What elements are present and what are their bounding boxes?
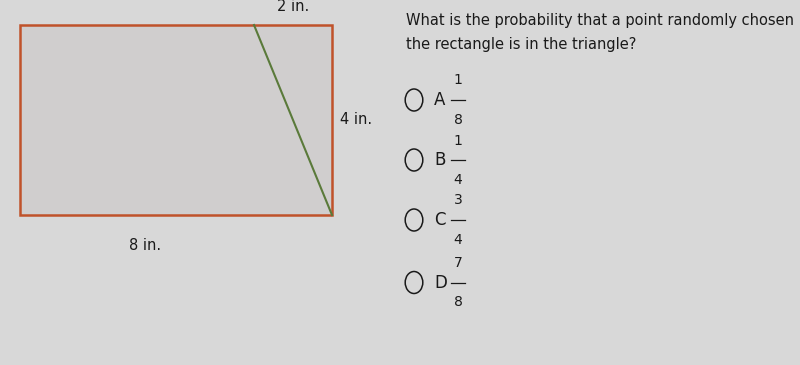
Text: C: C (434, 211, 446, 229)
Text: 4 in.: 4 in. (340, 112, 372, 127)
Bar (20, 25, 332, 215)
Text: 4: 4 (454, 173, 462, 187)
Text: 2 in.: 2 in. (277, 0, 309, 14)
Text: 1: 1 (454, 73, 462, 88)
Text: 3: 3 (454, 193, 462, 207)
Text: 8 in.: 8 in. (129, 238, 162, 253)
Text: 1: 1 (454, 134, 462, 147)
Text: 4: 4 (454, 233, 462, 246)
Text: What is the probability that a point randomly chosen in: What is the probability that a point ran… (406, 12, 800, 27)
Text: 8: 8 (454, 295, 462, 309)
Text: 8: 8 (454, 112, 462, 127)
Text: 7: 7 (454, 256, 462, 270)
Text: B: B (434, 151, 446, 169)
Text: the rectangle is in the triangle?: the rectangle is in the triangle? (406, 38, 636, 53)
Text: A: A (434, 91, 446, 109)
Text: D: D (434, 273, 447, 292)
